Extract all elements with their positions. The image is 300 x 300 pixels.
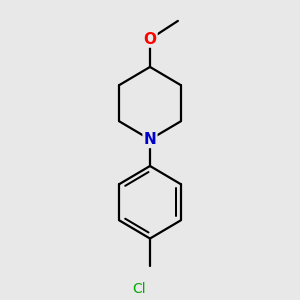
Text: O: O: [143, 32, 157, 46]
Text: N: N: [144, 132, 156, 147]
Text: Cl: Cl: [132, 282, 146, 296]
